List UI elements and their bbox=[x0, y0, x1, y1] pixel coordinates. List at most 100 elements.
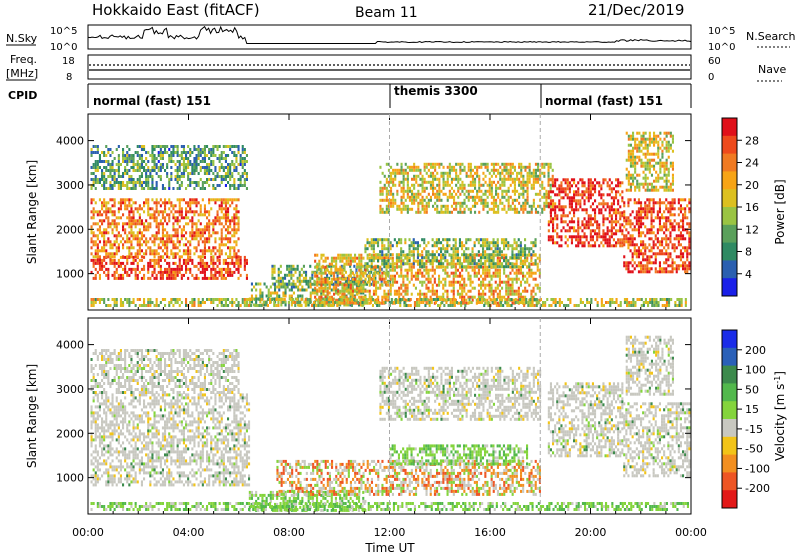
heatmap-cell bbox=[138, 181, 141, 184]
heatmap-cell bbox=[589, 232, 592, 236]
heatmap-cell bbox=[185, 157, 188, 160]
heatmap-cell bbox=[547, 190, 550, 194]
heatmap-cell bbox=[474, 195, 477, 199]
heatmap-cell bbox=[469, 195, 472, 199]
heatmap-cell bbox=[155, 231, 158, 235]
heatmap-cell bbox=[187, 178, 190, 181]
heatmap-cell bbox=[528, 271, 531, 275]
heatmap-cell bbox=[486, 162, 489, 166]
heatmap-cell bbox=[229, 166, 232, 169]
heatmap-cell bbox=[267, 291, 270, 295]
heatmap-cell bbox=[155, 210, 158, 214]
heatmap-cell bbox=[573, 190, 576, 194]
heatmap-cell bbox=[206, 237, 209, 241]
heatmap-cell bbox=[556, 193, 559, 197]
heatmap-cell bbox=[394, 201, 397, 205]
heatmap-cell bbox=[558, 193, 561, 197]
heatmap-cell bbox=[214, 222, 217, 226]
heatmap-cell bbox=[486, 183, 489, 187]
heatmap-cell bbox=[243, 267, 246, 271]
heatmap-cell bbox=[402, 250, 405, 254]
heatmap-cell bbox=[398, 274, 401, 278]
heatmap-cell bbox=[530, 262, 533, 266]
heatmap-cell bbox=[222, 216, 225, 220]
heatmap-cell bbox=[474, 183, 477, 187]
heatmap-cell bbox=[385, 177, 388, 181]
heatmap-cell bbox=[193, 264, 196, 268]
heatmap-cell bbox=[627, 222, 630, 226]
heatmap-cell bbox=[411, 189, 414, 193]
heatmap-cell bbox=[440, 301, 443, 305]
heatmap-cell bbox=[391, 280, 394, 284]
heatmap-cell bbox=[220, 166, 223, 169]
heatmap-cell bbox=[281, 276, 284, 280]
heatmap-cell bbox=[385, 292, 388, 296]
heatmap-cell bbox=[606, 181, 609, 185]
heatmap-cell bbox=[400, 162, 403, 166]
heatmap-cell bbox=[434, 207, 437, 211]
heatmap-cell bbox=[206, 225, 209, 229]
heatmap-cell bbox=[345, 301, 348, 305]
heatmap-cell bbox=[195, 154, 198, 157]
heatmap-cell bbox=[528, 168, 531, 172]
heatmap-cell bbox=[598, 232, 601, 236]
heatmap-cell bbox=[444, 289, 447, 293]
nave-tick-top: 60 bbox=[708, 56, 721, 67]
heatmap-cell bbox=[526, 195, 529, 199]
heatmap-cell bbox=[119, 204, 122, 208]
heatmap-cell bbox=[301, 288, 304, 292]
heatmap-cell bbox=[625, 237, 628, 241]
heatmap-cell bbox=[372, 253, 375, 257]
heatmap-cell bbox=[532, 241, 535, 245]
heatmap-cell bbox=[178, 187, 181, 190]
heatmap-cell bbox=[103, 181, 106, 184]
heatmap-cell bbox=[537, 192, 540, 196]
heatmap-cell bbox=[362, 295, 365, 299]
heatmap-cell bbox=[434, 195, 437, 199]
heatmap-cell bbox=[153, 243, 156, 247]
heatmap-cell bbox=[471, 280, 474, 284]
heatmap-cell bbox=[452, 262, 455, 266]
heatmap-cell bbox=[585, 196, 588, 200]
heatmap-cell bbox=[147, 175, 150, 178]
heatmap-cell bbox=[440, 207, 443, 211]
heatmap-cell bbox=[101, 213, 104, 217]
heatmap-cell bbox=[212, 151, 215, 154]
heatmap-cell bbox=[490, 289, 493, 293]
heatmap-cell bbox=[109, 252, 112, 256]
heatmap-cell bbox=[519, 283, 522, 287]
heatmap-cell bbox=[379, 277, 382, 281]
heatmap-cell bbox=[324, 295, 327, 299]
heatmap-cell bbox=[185, 231, 188, 235]
heatmap-cell bbox=[138, 154, 141, 157]
heatmap-cell bbox=[222, 166, 225, 169]
heatmap-cell bbox=[113, 270, 116, 274]
heatmap-cell bbox=[479, 262, 482, 266]
heatmap-cell bbox=[94, 261, 97, 265]
heatmap-cell bbox=[134, 219, 137, 223]
heatmap-cell bbox=[629, 234, 632, 238]
heatmap-cell bbox=[155, 237, 158, 241]
heatmap-cell bbox=[274, 297, 277, 301]
heatmap-cell bbox=[448, 192, 451, 196]
heatmap-cell bbox=[138, 157, 141, 160]
heatmap-cell bbox=[562, 187, 565, 191]
heatmap-cell bbox=[591, 181, 594, 185]
heatmap-cell bbox=[126, 198, 129, 202]
heatmap-cell bbox=[345, 303, 348, 307]
heatmap-cell bbox=[117, 181, 120, 184]
heatmap-cell bbox=[356, 274, 359, 278]
heatmap-cell bbox=[161, 240, 164, 244]
heatmap-cell bbox=[280, 303, 283, 307]
heatmap-cell bbox=[218, 157, 221, 160]
heatmap-cell bbox=[126, 163, 129, 166]
heatmap-cell bbox=[482, 289, 485, 293]
heatmap-cell bbox=[455, 201, 458, 205]
heatmap-cell bbox=[515, 256, 518, 260]
heatmap-cell bbox=[224, 160, 227, 163]
heatmap-cell bbox=[360, 295, 363, 299]
heatmap-cell bbox=[381, 259, 384, 263]
heatmap-cell bbox=[606, 202, 609, 206]
heatmap-cell bbox=[109, 243, 112, 247]
heatmap-cell bbox=[122, 261, 125, 265]
